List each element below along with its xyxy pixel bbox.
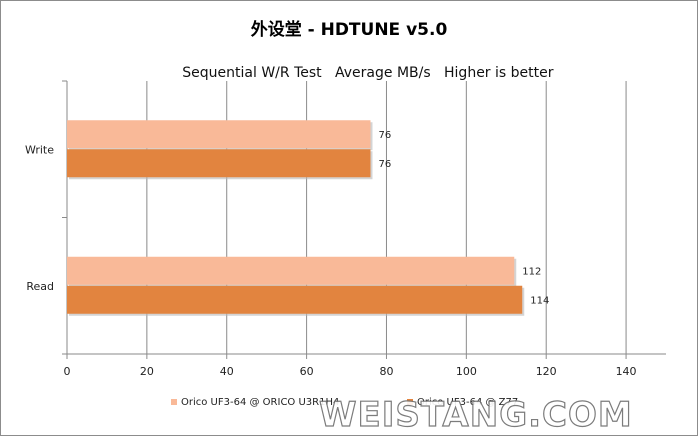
legend-swatch (171, 399, 177, 405)
category-label: Write (25, 143, 54, 156)
chart-title: 外设堂 - HDTUNE v5.0 (250, 20, 448, 40)
x-tick-label: 100 (456, 365, 477, 378)
legend-label: Orico UF3-64 @ Z77 (417, 397, 518, 408)
x-tick-label: 20 (140, 365, 154, 378)
x-tick-label: 40 (220, 365, 234, 378)
bar (67, 256, 515, 285)
subtitle-part-unit: Average MB/s (335, 65, 431, 81)
bar (67, 149, 371, 178)
data-label: 112 (522, 266, 541, 277)
bar (67, 285, 523, 314)
x-tick-label: 60 (300, 365, 314, 378)
x-tick-label: 80 (379, 365, 393, 378)
x-tick-label: 120 (536, 365, 557, 378)
bar (67, 120, 371, 149)
x-tick-label: 140 (616, 365, 637, 378)
data-label: 114 (530, 295, 549, 306)
legend-swatch (407, 399, 413, 405)
chart-subtitle: Sequential W/R Test Average MB/s Higher … (1, 49, 698, 97)
watermark: WEISTANG.COM (318, 394, 633, 435)
data-label: 76 (378, 130, 391, 141)
subtitle-part-test: Sequential W/R Test (182, 65, 322, 81)
category-label: Read (26, 280, 54, 293)
subtitle-part-note: Higher is better (444, 65, 554, 81)
legend-label: Orico UF3-64 @ ORICO U3R1H4 (181, 397, 339, 408)
data-label: 76 (378, 159, 391, 170)
x-tick-label: 0 (64, 365, 71, 378)
